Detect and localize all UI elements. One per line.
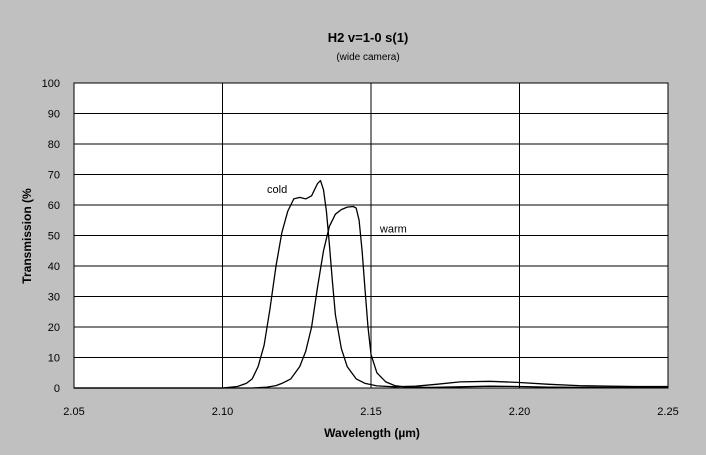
series-line-cold	[74, 179, 668, 389]
y-tick-label: 60	[48, 200, 60, 212]
y-tick-label: 50	[48, 231, 60, 243]
series-group	[74, 179, 669, 389]
y-tick-label: 40	[48, 261, 60, 273]
chart-title: H2 v=1-0 s(1)	[328, 30, 409, 45]
y-axis-label: Transmission (%	[20, 188, 34, 284]
plot-border	[73, 82, 669, 389]
chart-subtitle: (wide camera)	[336, 52, 399, 63]
annotations: cold warm	[267, 184, 407, 236]
x-tick-label: 2.15	[360, 406, 381, 418]
y-tick-label: 70	[48, 170, 60, 182]
annotation-warm: warm	[379, 223, 407, 235]
x-tick-label: 2.25	[657, 406, 678, 418]
y-tick-label: 10	[48, 353, 60, 365]
x-tick-label: 2.05	[63, 406, 84, 418]
series-line-warm	[74, 205, 669, 389]
y-tick-label: 20	[48, 322, 60, 334]
annotation-cold: cold	[267, 184, 287, 196]
y-tick-label: 0	[54, 383, 60, 395]
y-tick-label: 100	[42, 78, 60, 90]
y-tick-label: 90	[48, 109, 60, 121]
x-tick-label: 2.20	[509, 406, 530, 418]
y-tick-labels: 0 10 20 30 40 50 60 70 80 90 100	[42, 78, 60, 395]
x-axis-label: Wavelength (µm)	[324, 426, 420, 440]
y-tick-label: 80	[48, 139, 60, 151]
x-tick-labels: 2.05 2.10 2.15 2.20 2.25	[63, 406, 678, 418]
y-tick-label: 30	[48, 292, 60, 304]
x-tick-label: 2.10	[212, 406, 233, 418]
